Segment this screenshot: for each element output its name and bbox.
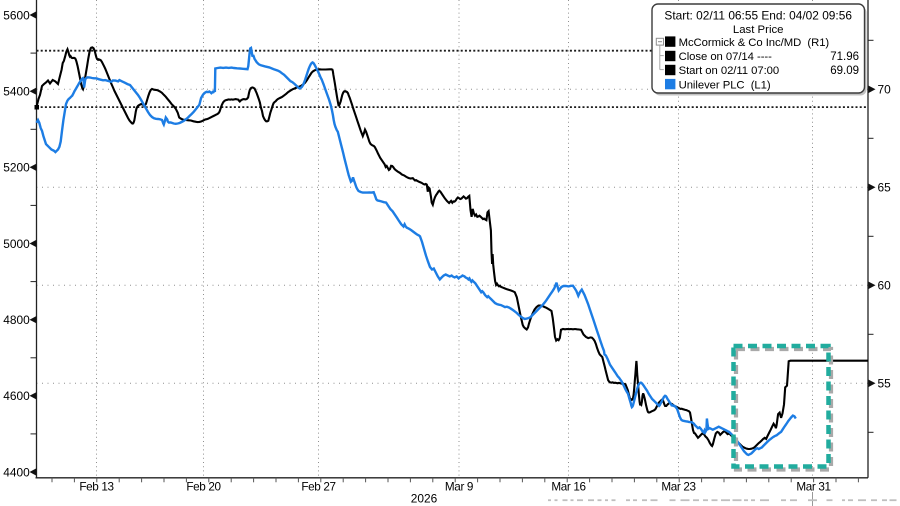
svg-text:Close on 07/14 ----: Close on 07/14 ---- — [679, 51, 773, 63]
svg-text:4400: 4400 — [3, 465, 30, 479]
svg-text:Feb 13: Feb 13 — [79, 481, 113, 494]
svg-text:65: 65 — [878, 181, 892, 195]
svg-text:Feb 20: Feb 20 — [186, 481, 221, 494]
svg-text:69.09: 69.09 — [830, 65, 859, 77]
svg-text:70: 70 — [878, 83, 892, 97]
svg-text:5400: 5400 — [3, 85, 30, 99]
svg-text:Start on 02/11 07:00: Start on 02/11 07:00 — [679, 65, 780, 77]
svg-text:71.96: 71.96 — [830, 51, 859, 63]
svg-text:60: 60 — [878, 279, 892, 293]
svg-text:McCormick & Co Inc/MD (R1): McCormick & Co Inc/MD (R1) — [679, 37, 830, 49]
svg-text:Mar 31: Mar 31 — [796, 481, 830, 494]
svg-text:Unilever PLC (L1): Unilever PLC (L1) — [679, 79, 771, 91]
svg-text:55: 55 — [878, 377, 892, 391]
svg-text:Mar 9: Mar 9 — [445, 481, 473, 494]
svg-text:Start: 02/11 06:55 End: 04/02: Start: 02/11 06:55 End: 04/02 09:56 — [664, 9, 852, 23]
svg-text:5200: 5200 — [3, 161, 30, 175]
svg-text:5000: 5000 — [3, 237, 30, 251]
svg-text:2026: 2026 — [411, 492, 438, 506]
svg-text:Mar 16: Mar 16 — [551, 481, 585, 494]
svg-text:4800: 4800 — [3, 313, 30, 327]
svg-text:5600: 5600 — [3, 8, 30, 22]
svg-text:Mar 23: Mar 23 — [661, 481, 695, 494]
svg-text:Last Price: Last Price — [733, 24, 784, 36]
svg-text:Feb 27: Feb 27 — [301, 481, 335, 494]
svg-text:4600: 4600 — [3, 389, 30, 403]
